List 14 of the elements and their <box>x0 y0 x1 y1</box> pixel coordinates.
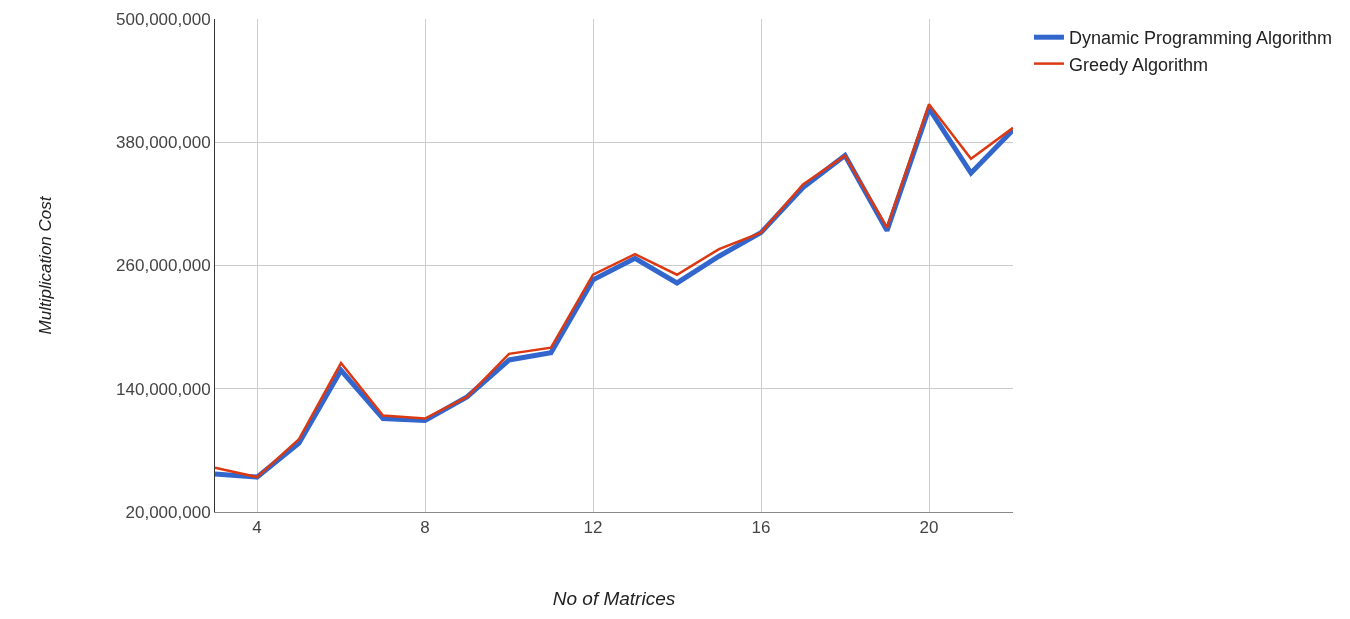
x-tick-label: 8 <box>420 518 430 538</box>
x-tick-label: 20 <box>919 518 939 538</box>
y-tick-label: 380,000,000 <box>116 133 211 153</box>
x-tick-label: 16 <box>751 518 771 538</box>
x-tick-label: 4 <box>252 518 262 538</box>
x-tick-label: 12 <box>583 518 603 538</box>
x-axis-title: No of Matrices <box>552 588 676 610</box>
y-tick-label: 500,000,000 <box>116 9 211 29</box>
legend-label: Dynamic Programming Algorithm <box>1068 28 1333 49</box>
y-tick-label: 20,000,000 <box>125 502 211 522</box>
legend-label: Greedy Algorithm <box>1068 54 1209 75</box>
y-tick-label: 260,000,000 <box>116 256 211 276</box>
y-tick-label: 140,000,000 <box>116 379 211 399</box>
y-axis-title: Multiplication Cost <box>35 195 55 335</box>
